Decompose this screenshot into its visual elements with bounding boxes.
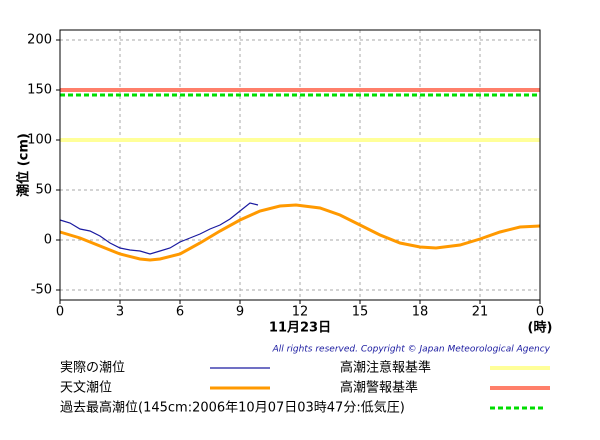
y-tick-label: 100 [27, 133, 52, 148]
x-tick-label: 0 [56, 305, 64, 320]
series-line [59, 202, 259, 255]
legend-label: 高潮注意報基準 [340, 360, 431, 376]
x-axis-label: 11月23日 [269, 321, 331, 336]
legend-label: 過去最高潮位(145cm:2006年10月07日03時47分:低気圧) [60, 400, 405, 416]
x-tick-label: 6 [176, 305, 184, 320]
y-tick-label: 200 [27, 33, 52, 48]
x-tick-label: 12 [292, 305, 309, 320]
x-tick-label: 0 [536, 305, 544, 320]
copyright: All rights reserved. Copyright © Japan M… [272, 345, 551, 355]
y-tick-label: 150 [27, 83, 52, 98]
y-tick-label: -50 [31, 283, 52, 298]
series-line [59, 203, 541, 262]
legend-label: 高潮警報基準 [340, 380, 418, 396]
legend-label: 実際の潮位 [60, 360, 125, 376]
legend-label: 天文潮位 [60, 381, 112, 396]
x-unit-label: (時) [528, 320, 553, 336]
x-tick-label: 18 [412, 305, 429, 320]
y-tick-label: 0 [44, 233, 52, 248]
x-tick-label: 21 [472, 305, 489, 320]
x-tick-label: 9 [236, 305, 244, 320]
plot-border [59, 29, 541, 301]
y-tick-label: 50 [35, 183, 52, 198]
y-axis-label: 潮位 (cm) [16, 133, 32, 197]
x-tick-label: 15 [352, 305, 369, 320]
x-tick-label: 3 [116, 305, 124, 320]
